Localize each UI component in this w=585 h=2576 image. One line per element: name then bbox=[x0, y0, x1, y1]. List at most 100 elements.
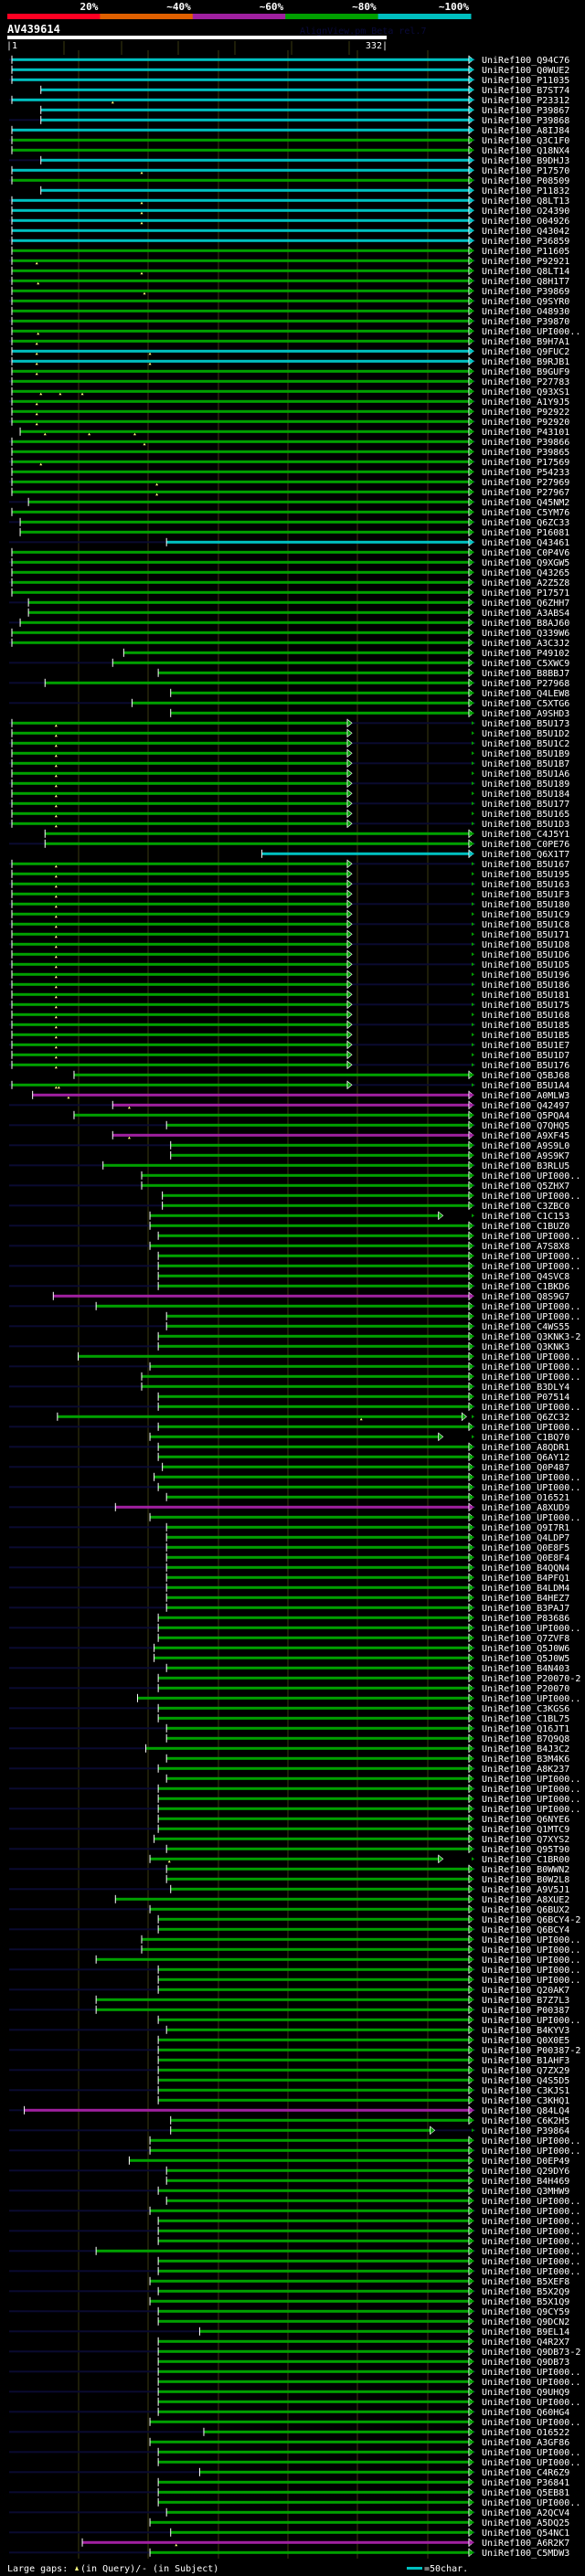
hit-label[interactable]: UniRef100_UPI000.. bbox=[482, 2237, 580, 2247]
hit-label[interactable]: UniRef100_B9EL14 bbox=[482, 2327, 569, 2337]
hit-row[interactable]: UniRef100_Q7XYS2 bbox=[154, 1834, 569, 1845]
hit-row[interactable]: UniRef100_Q9UHQ9 bbox=[9, 2387, 569, 2398]
hit-row[interactable]: UniRef100_P17570 bbox=[11, 165, 570, 176]
hit-label[interactable]: UniRef100_UPI000.. bbox=[482, 2016, 580, 2026]
hit-row[interactable]: UniRef100_B5U175 bbox=[9, 1000, 569, 1011]
hit-row[interactable]: UniRef100_O04926 bbox=[9, 216, 569, 227]
hit-label[interactable]: UniRef100_B5U1F3 bbox=[482, 890, 569, 900]
hit-label[interactable]: UniRef100_B5U1A4 bbox=[482, 1081, 569, 1091]
hit-row[interactable]: UniRef100_Q54NC1 bbox=[9, 2528, 569, 2539]
hit-label[interactable]: UniRef100_P83686 bbox=[482, 1614, 569, 1624]
hit-label[interactable]: UniRef100_A6R2K7 bbox=[482, 2539, 569, 2549]
hit-row[interactable]: UniRef100_Q6ZC32 bbox=[57, 1412, 569, 1423]
hit-label[interactable]: UniRef100_P11035 bbox=[482, 76, 569, 86]
hit-row[interactable]: UniRef100_UPI000.. bbox=[141, 1372, 580, 1383]
hit-row[interactable]: UniRef100_B4N403 bbox=[9, 1663, 569, 1674]
hit-row[interactable]: UniRef100_UPI000.. bbox=[9, 1422, 580, 1433]
hit-label[interactable]: UniRef100_C1BR00 bbox=[482, 1855, 569, 1865]
hit-row[interactable]: UniRef100_Q7QHQ5 bbox=[9, 1120, 569, 1131]
hit-label[interactable]: UniRef100_O48930 bbox=[482, 307, 569, 317]
hit-row[interactable]: UniRef100_P17571 bbox=[11, 588, 570, 599]
hit-label[interactable]: UniRef100_UPI000.. bbox=[482, 1966, 580, 1976]
hit-label[interactable]: UniRef100_P92920 bbox=[482, 418, 569, 428]
hit-label[interactable]: UniRef100_UPI000.. bbox=[482, 1956, 580, 1966]
hit-row[interactable]: UniRef100_UPI000.. bbox=[157, 2015, 581, 2026]
hit-label[interactable]: UniRef100_P39866 bbox=[482, 438, 569, 448]
hit-label[interactable]: UniRef100_A8XUE2 bbox=[482, 1895, 569, 1905]
hit-row[interactable]: UniRef100_A8QDR1 bbox=[9, 1442, 569, 1453]
hit-row[interactable]: UniRef100_UPI000.. bbox=[157, 2236, 581, 2247]
hit-label[interactable]: UniRef100_B4KYV3 bbox=[482, 2026, 569, 2036]
hit-label[interactable]: UniRef100_O16521 bbox=[482, 1493, 569, 1503]
hit-row[interactable]: UniRef100_UPI000.. bbox=[9, 1784, 580, 1795]
hit-label[interactable]: UniRef100_C3KGS6 bbox=[482, 1704, 569, 1714]
hit-row[interactable]: UniRef100_B5U186 bbox=[9, 980, 569, 991]
hit-label[interactable]: UniRef100_B5U1B5 bbox=[482, 1031, 569, 1041]
hit-row[interactable]: UniRef100_B4QQN4 bbox=[9, 1563, 569, 1574]
hit-row[interactable]: UniRef100_A3ABS4 bbox=[27, 608, 570, 619]
hit-row[interactable]: UniRef100_P49102 bbox=[122, 648, 569, 659]
hit-row[interactable]: UniRef100_UPI000.. bbox=[9, 1945, 580, 1956]
hit-label[interactable]: UniRef100_Q43265 bbox=[482, 568, 569, 578]
hit-label[interactable]: UniRef100_C1BL75 bbox=[482, 1714, 569, 1724]
hit-label[interactable]: UniRef100_B5U163 bbox=[482, 880, 569, 890]
hit-row[interactable]: UniRef100_Q0E8F4 bbox=[165, 1553, 570, 1564]
hit-label[interactable]: UniRef100_A1Y9J5 bbox=[482, 398, 569, 408]
hit-row[interactable]: UniRef100_C6K2H5 bbox=[170, 2115, 569, 2126]
hit-label[interactable]: UniRef100_Q5J0W6 bbox=[482, 1644, 569, 1654]
hit-row[interactable]: UniRef100_Q8LT14 bbox=[11, 266, 570, 277]
hit-row[interactable]: UniRef100_Q5ZHX7 bbox=[9, 1181, 569, 1192]
hit-row[interactable]: UniRef100_B5U185 bbox=[9, 1020, 569, 1031]
hit-row[interactable]: UniRef100_Q9CY59 bbox=[9, 2306, 569, 2317]
hit-label[interactable]: UniRef100_B3DLY4 bbox=[482, 1383, 569, 1393]
hit-label[interactable]: UniRef100_UPI000.. bbox=[482, 1232, 580, 1242]
hit-row[interactable]: UniRef100_C1BL75 bbox=[157, 1713, 570, 1724]
hit-row[interactable]: UniRef100_C0P4V6 bbox=[11, 547, 570, 558]
hit-label[interactable]: UniRef100_C3ZBC0 bbox=[482, 1202, 569, 1212]
hit-row[interactable]: UniRef100_B7Z7L3 bbox=[95, 1995, 570, 2006]
hit-row[interactable]: UniRef100_B5U1A4 bbox=[9, 1080, 569, 1091]
hit-label[interactable]: UniRef100_Q20AK7 bbox=[482, 1986, 569, 1996]
hit-label[interactable]: UniRef100_O04926 bbox=[482, 217, 569, 227]
hit-row[interactable]: UniRef100_B5U189 bbox=[9, 779, 569, 790]
hit-label[interactable]: UniRef100_C0P4V6 bbox=[482, 548, 569, 558]
hit-label[interactable]: UniRef100_B5U1D8 bbox=[482, 940, 569, 950]
hit-label[interactable]: UniRef100_C5YM76 bbox=[482, 508, 569, 518]
hit-row[interactable]: UniRef100_UPI000.. bbox=[157, 2457, 581, 2468]
hit-row[interactable]: UniRef100_B5U173 bbox=[9, 718, 569, 729]
hit-label[interactable]: UniRef100_UPI000.. bbox=[482, 1805, 580, 1815]
hit-label[interactable]: UniRef100_P17570 bbox=[482, 166, 569, 176]
hit-label[interactable]: UniRef100_Q5J0W5 bbox=[482, 1654, 569, 1664]
hit-row[interactable]: UniRef100_A2QCV4 bbox=[9, 2507, 569, 2518]
hit-label[interactable]: UniRef100_B5U181 bbox=[482, 991, 569, 1001]
hit-label[interactable]: UniRef100_B5U189 bbox=[482, 779, 569, 790]
hit-label[interactable]: UniRef100_C1BUZ0 bbox=[482, 1222, 569, 1232]
hit-row[interactable]: UniRef100_P54233 bbox=[11, 467, 570, 478]
hit-label[interactable]: UniRef100_Q6NYE6 bbox=[482, 1815, 569, 1825]
hit-row[interactable]: UniRef100_P17569 bbox=[9, 457, 569, 468]
hit-row[interactable]: UniRef100_Q9DB73-2 bbox=[9, 2347, 580, 2358]
hit-label[interactable]: UniRef100_UPI000.. bbox=[482, 1252, 580, 1262]
hit-row[interactable]: UniRef100_P39868 bbox=[9, 115, 569, 126]
hit-label[interactable]: UniRef100_B5U186 bbox=[482, 981, 569, 991]
hit-row[interactable]: UniRef100_Q9I7R1 bbox=[9, 1522, 569, 1533]
hit-row[interactable]: UniRef100_P00387-2 bbox=[9, 2045, 580, 2056]
hit-row[interactable]: UniRef100_B5X2Q9 bbox=[9, 2286, 569, 2297]
hit-label[interactable]: UniRef100_Q4S5D5 bbox=[482, 2076, 569, 2086]
hit-row[interactable]: UniRef100_B7Q9Q8 bbox=[165, 1733, 570, 1744]
hit-row[interactable]: UniRef100_Q84LQ4 bbox=[9, 2105, 569, 2116]
hit-row[interactable]: UniRef100_UPI000.. bbox=[141, 1171, 580, 1182]
hit-label[interactable]: UniRef100_UPI000.. bbox=[482, 1262, 580, 1272]
hit-label[interactable]: UniRef100_C1BQ70 bbox=[482, 1433, 569, 1443]
hit-label[interactable]: UniRef100_UPI000.. bbox=[482, 1302, 580, 1312]
hit-label[interactable]: UniRef100_Q6ZC33 bbox=[482, 518, 569, 528]
hit-row[interactable]: UniRef100_O24390 bbox=[11, 206, 570, 217]
hit-label[interactable]: UniRef100_UPI000.. bbox=[482, 1352, 580, 1362]
hit-row[interactable]: UniRef100_UPI000.. bbox=[157, 2377, 581, 2388]
hit-row[interactable]: UniRef100_UPI000.. bbox=[157, 1231, 581, 1242]
hit-row[interactable]: UniRef100_P92920 bbox=[9, 417, 569, 428]
hit-label[interactable]: UniRef100_Q4LDP7 bbox=[482, 1533, 569, 1543]
hit-label[interactable]: UniRef100_B3RLU5 bbox=[482, 1161, 569, 1171]
hit-row[interactable]: UniRef100_UPI000.. bbox=[78, 1352, 580, 1362]
hit-label[interactable]: UniRef100_UPI000.. bbox=[482, 1935, 580, 1945]
